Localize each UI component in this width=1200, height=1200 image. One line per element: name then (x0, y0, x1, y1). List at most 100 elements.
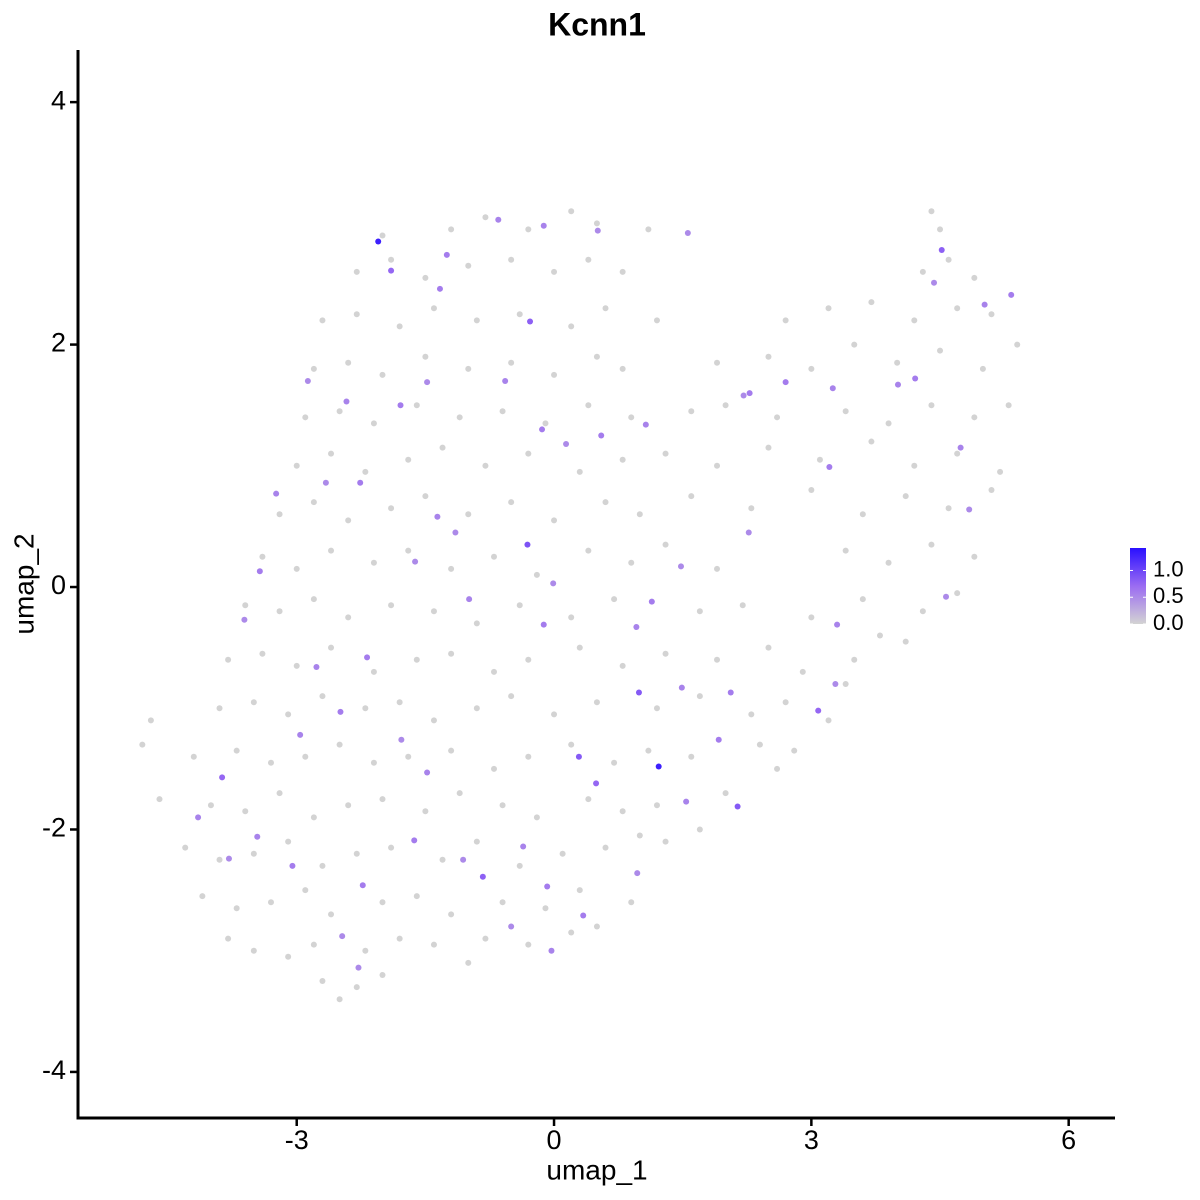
point (594, 227, 601, 234)
point (302, 887, 309, 894)
point (304, 377, 311, 384)
point (815, 707, 822, 714)
point (911, 317, 918, 324)
point (139, 741, 146, 748)
point (434, 513, 441, 520)
point (525, 656, 532, 663)
point (611, 759, 618, 766)
point (756, 741, 763, 748)
point (355, 964, 362, 971)
point (375, 238, 382, 245)
point (370, 759, 377, 766)
point (765, 644, 772, 651)
point (156, 796, 163, 803)
point (362, 468, 369, 475)
point (971, 274, 978, 281)
y-tick-label: 4 (51, 85, 66, 115)
point (585, 547, 592, 554)
point (508, 256, 515, 263)
point (405, 753, 412, 760)
point (628, 899, 635, 906)
point (422, 353, 429, 360)
point (885, 420, 892, 427)
point (544, 883, 551, 890)
point (868, 438, 875, 445)
point (310, 365, 317, 372)
point (635, 689, 642, 696)
point (551, 517, 558, 524)
point (902, 493, 909, 500)
point (945, 505, 952, 512)
point (653, 802, 660, 809)
point (424, 379, 431, 386)
point (319, 693, 326, 700)
y-tick-label: -4 (42, 1055, 66, 1085)
point (482, 935, 489, 942)
point (499, 408, 506, 415)
point (328, 911, 335, 918)
point (645, 747, 652, 754)
point (628, 414, 635, 421)
point (448, 911, 455, 918)
colorbar-label: 0.0 (1153, 610, 1184, 635)
point (928, 541, 935, 548)
point (966, 506, 973, 513)
point (302, 414, 309, 421)
x-axis-title: umap_1 (546, 1154, 647, 1185)
point (842, 681, 849, 688)
colorbar (1130, 548, 1146, 624)
point (448, 226, 455, 233)
point (791, 747, 798, 754)
point (539, 426, 546, 433)
point (353, 311, 360, 318)
point (379, 796, 386, 803)
point (525, 226, 532, 233)
point (388, 267, 395, 274)
point (714, 656, 721, 663)
point (585, 402, 592, 409)
point (422, 274, 429, 281)
point (782, 317, 789, 324)
point (979, 365, 986, 372)
point (337, 708, 344, 715)
point (684, 230, 691, 237)
point (825, 717, 832, 724)
point (465, 511, 472, 518)
point (997, 468, 1004, 475)
point (540, 621, 547, 628)
point (722, 790, 729, 797)
point (233, 747, 240, 754)
point (364, 654, 371, 661)
point (885, 559, 892, 566)
point (634, 870, 641, 877)
point (310, 814, 317, 821)
point (256, 568, 263, 575)
point (293, 462, 300, 469)
point (619, 662, 626, 669)
point (533, 571, 540, 578)
point (413, 656, 420, 663)
point (508, 499, 515, 506)
point (988, 487, 995, 494)
point (576, 468, 583, 475)
point (981, 301, 988, 308)
point (241, 616, 248, 623)
point (1014, 341, 1021, 348)
point (696, 608, 703, 615)
point (714, 565, 721, 572)
point (527, 318, 534, 325)
point (319, 862, 326, 869)
point (524, 541, 531, 548)
point (405, 547, 412, 554)
point (575, 753, 582, 760)
point (696, 693, 703, 700)
point (199, 893, 206, 900)
point (957, 444, 964, 451)
point (285, 838, 292, 845)
point (943, 593, 950, 600)
point (611, 596, 618, 603)
point (593, 923, 600, 930)
point (808, 487, 815, 494)
point (216, 856, 223, 863)
